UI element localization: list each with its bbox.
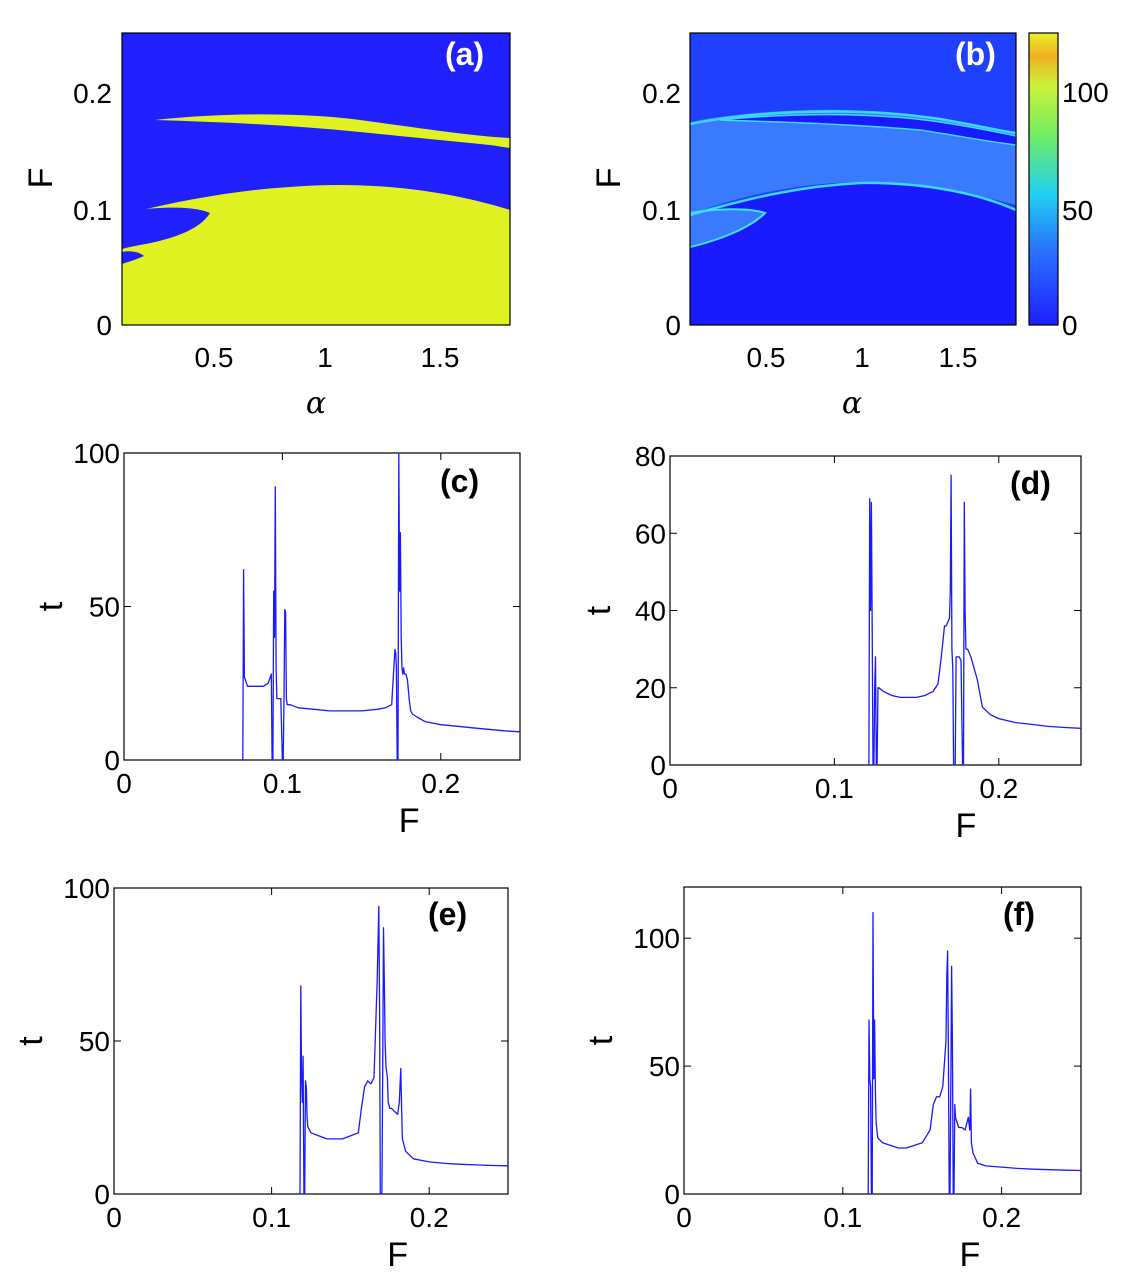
series-line-c bbox=[242, 452, 521, 761]
xtick-label-d: 0 bbox=[662, 773, 678, 804]
colorbar-tick: 100 bbox=[1062, 77, 1109, 108]
xlabel-e: F bbox=[387, 1236, 408, 1274]
panel-label-f: (f) bbox=[1003, 896, 1035, 932]
ytick-label-d: 40 bbox=[635, 596, 666, 627]
ytick-label-e: 100 bbox=[63, 873, 110, 904]
colorbar-tick: 0 bbox=[1062, 310, 1078, 341]
heatmap-b-xtick: 1 bbox=[854, 342, 870, 373]
heatmap-a-xtick: 1.5 bbox=[421, 342, 460, 373]
xtick-label-e: 0.2 bbox=[410, 1202, 449, 1233]
panel-label-e: (e) bbox=[428, 896, 467, 932]
ytick-label-c: 0 bbox=[104, 745, 120, 776]
xlabel-f: F bbox=[959, 1236, 980, 1274]
heatmap-b-xlabel: α bbox=[842, 386, 862, 421]
xtick-label-f: 0 bbox=[676, 1202, 692, 1233]
ytick-label-f: 100 bbox=[633, 923, 680, 954]
heatmap-a-ytick: 0 bbox=[96, 310, 112, 341]
heatmap-a-yellow-lower-region bbox=[122, 184, 510, 325]
ytick-label-d: 20 bbox=[635, 673, 666, 704]
heatmap-b-ytick: 0 bbox=[665, 310, 681, 341]
heatmap-b-xticks: 0.5 1 1.5 bbox=[747, 342, 978, 373]
heatmap-a-xticks: 0.5 1 1.5 bbox=[195, 342, 460, 373]
panel-label-c: (c) bbox=[440, 463, 479, 499]
xtick-label-c: 0 bbox=[116, 768, 132, 799]
series-line-d bbox=[868, 474, 1082, 766]
series-line-e bbox=[299, 905, 509, 1195]
heatmap-a-xtick: 1 bbox=[317, 342, 333, 373]
ytick-label-c: 50 bbox=[89, 592, 120, 623]
heatmap-b-ylabel: F bbox=[590, 168, 628, 189]
heatmap-a-blue-small-lobe bbox=[122, 251, 144, 264]
heatmap-a-blue-lobe bbox=[122, 207, 210, 249]
line-chart-d: 0 20 40 60 80 0 0.1 0.2Ft (d) bbox=[580, 441, 1082, 845]
heatmap-b-light-lobe bbox=[690, 209, 765, 246]
ylabel-d: t bbox=[580, 605, 618, 615]
heatmap-b-panel-label: (b) bbox=[955, 36, 996, 72]
heatmap-b-xtick: 1.5 bbox=[939, 342, 978, 373]
ylabel-f: t bbox=[582, 1035, 620, 1045]
xtick-label-c: 0.1 bbox=[263, 768, 302, 799]
ytick-label-d: 80 bbox=[635, 441, 666, 472]
heatmap-a-ytick: 0.2 bbox=[73, 78, 112, 109]
xtick-label-c: 0.2 bbox=[421, 768, 460, 799]
heatmap-a-yellow-sliver bbox=[475, 138, 510, 148]
xtick-label-e: 0.1 bbox=[252, 1202, 291, 1233]
line-chart-f: 0 50 100 0 0.1 0.2Ft (f) bbox=[582, 886, 1082, 1274]
heatmap-a-ylabel: F bbox=[22, 168, 60, 189]
ylabel-e: t bbox=[12, 1036, 50, 1046]
line-chart-e: 0 50 100 0 0.1 0.2Ft (e) bbox=[12, 873, 509, 1274]
heatmap-b-ytick: 0.1 bbox=[642, 195, 681, 226]
ytick-label-c: 100 bbox=[73, 438, 120, 469]
heatmap-b-dark-lower-region bbox=[690, 182, 1016, 325]
ytick-label-e: 50 bbox=[79, 1026, 110, 1057]
heatmap-b-mid-band bbox=[690, 109, 1016, 215]
heatmap-a-yticks: 0 0.1 0.2 bbox=[73, 78, 112, 341]
colorbar-gradient bbox=[1028, 32, 1059, 326]
heatmap-a-frame bbox=[121, 32, 511, 326]
plot-frame-f bbox=[683, 886, 1082, 1195]
heatmap-b-ytick: 0.2 bbox=[642, 78, 681, 109]
heatmap-a-yellow-band bbox=[155, 114, 510, 147]
heatmap-b-yticks: 0 0.1 0.2 bbox=[642, 78, 681, 341]
plot-frame-c bbox=[123, 452, 521, 761]
ytick-label-d: 60 bbox=[635, 518, 666, 549]
heatmap-b: (b) 0 0.1 0.2 0.5 1 1.5 α F 0 50 100 bbox=[590, 32, 1109, 421]
heatmap-a-xlabel: α bbox=[306, 386, 326, 421]
xtick-label-d: 0.2 bbox=[979, 773, 1018, 804]
ytick-label-f: 50 bbox=[649, 1051, 680, 1082]
xtick-label-f: 0.2 bbox=[982, 1202, 1021, 1233]
line-chart-c: 0 50 100 0 0.1 0.2Ft (c) bbox=[32, 438, 521, 840]
heatmap-a-panel-label: (a) bbox=[445, 36, 484, 72]
ytick-label-f: 0 bbox=[664, 1179, 680, 1210]
heatmap-b-cyan-lobe-edge bbox=[689, 208, 767, 248]
heatmap-b-frame bbox=[689, 32, 1017, 326]
colorbar-tick: 50 bbox=[1062, 195, 1093, 226]
xlabel-c: F bbox=[399, 802, 420, 840]
heatmap-b-cyan-edge-lower bbox=[689, 181, 1017, 217]
heatmap-a-xtick: 0.5 bbox=[195, 342, 234, 373]
series-line-f bbox=[867, 911, 1082, 1195]
xtick-label-d: 0.1 bbox=[815, 773, 854, 804]
heatmap-b-cyan-edge-upper bbox=[689, 110, 1017, 135]
ylabel-c: t bbox=[32, 601, 70, 611]
ytick-label-d: 0 bbox=[650, 750, 666, 781]
heatmap-a: (a) 0 0.1 0.2 0.5 1 1.5 α F bbox=[22, 32, 511, 421]
colorbar: 0 50 100 bbox=[1028, 32, 1109, 341]
xtick-label-e: 0 bbox=[106, 1202, 122, 1233]
panel-label-d: (d) bbox=[1010, 465, 1051, 501]
xtick-label-f: 0.1 bbox=[823, 1202, 862, 1233]
heatmap-a-ytick: 0.1 bbox=[73, 195, 112, 226]
plot-frame-e bbox=[113, 887, 509, 1195]
heatmap-b-xtick: 0.5 bbox=[747, 342, 786, 373]
ytick-label-e: 0 bbox=[94, 1179, 110, 1210]
xlabel-d: F bbox=[956, 807, 977, 845]
